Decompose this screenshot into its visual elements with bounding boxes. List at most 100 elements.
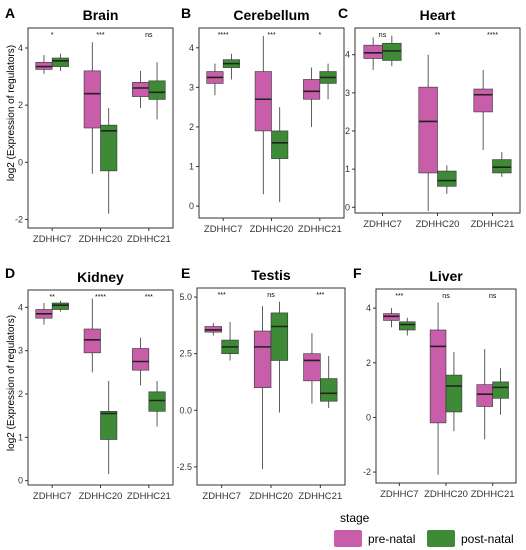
box-pre-natal-zdhhc21 [132, 70, 150, 108]
significance-label: *** [145, 294, 153, 301]
significance-label: ns [145, 32, 153, 39]
significance-label: * [318, 32, 321, 39]
x-category-label: ZDHHC21 [298, 224, 342, 235]
box-iqr [51, 302, 69, 310]
y-axis-label-top: log2 (Expression of regulators) [6, 45, 17, 181]
y-tick-label: -2 [363, 467, 371, 477]
x-category-label: ZDHHC21 [127, 491, 171, 502]
panel-title: Brain [83, 7, 119, 23]
x-category-label: ZDHHC20 [416, 219, 460, 230]
box-post-natal-zdhhc20 [100, 108, 118, 214]
y-tick-label: 0 [18, 476, 23, 486]
box-iqr [254, 71, 272, 132]
box-iqr [382, 42, 402, 61]
box-pre-natal-zdhhc7 [206, 63, 224, 96]
box-pre-natal-zdhhc7 [363, 37, 383, 70]
box-iqr [132, 348, 150, 371]
box-iqr [148, 391, 166, 412]
y-tick-label: 0 [366, 412, 371, 422]
panel-letter: C [338, 5, 348, 21]
y-tick-label: 1 [345, 164, 350, 174]
significance-label: ns [489, 293, 497, 300]
x-category-label: ZDHHC7 [33, 491, 72, 502]
legend-title: stage [340, 511, 370, 525]
box-iqr [399, 321, 416, 331]
panel-title: Kidney [77, 269, 124, 285]
y-tick-label: 4 [189, 43, 194, 53]
x-category-label: ZDHHC20 [249, 491, 293, 502]
legend-label-post-natal: post-natal [461, 532, 514, 546]
box-pre-natal-zdhhc20 [429, 302, 447, 475]
panel-kidney: D Kidney 0 1 2 3 4 ZDHHC7 ** ZDHHC20 **** ZDHHC21 **… [5, 265, 174, 502]
box-pre-natal-zdhhc21 [476, 349, 493, 440]
box-iqr [253, 330, 272, 388]
panel-title: Testis [251, 267, 291, 283]
significance-label: ** [49, 294, 55, 301]
y-tick-label: 4 [18, 302, 23, 312]
x-category-label: ZDHHC20 [79, 491, 123, 502]
y-tick-label: 3 [189, 82, 194, 92]
box-iqr [303, 79, 321, 100]
y-tick-label: 0 [345, 202, 350, 212]
box-pre-natal-zdhhc21 [303, 333, 321, 404]
panel-title: Heart [420, 7, 456, 23]
x-category-label: ZDHHC21 [298, 491, 342, 502]
y-tick-label: 4 [366, 303, 371, 313]
y-tick-label: 4 [18, 43, 23, 53]
y-tick-label: -2.5 [176, 462, 192, 472]
y-tick-label: 2 [366, 358, 371, 368]
box-iqr [100, 411, 118, 440]
box-post-natal-zdhhc7 [222, 53, 240, 80]
x-category-label: ZDHHC7 [204, 224, 243, 235]
box-post-natal-zdhhc21 [320, 355, 338, 409]
box-post-natal-zdhhc21 [319, 63, 337, 100]
box-pre-natal-zdhhc20 [418, 54, 438, 212]
y-tick-label: 1 [18, 432, 23, 442]
panel-letter: E [181, 265, 190, 281]
significance-label: **** [95, 294, 106, 301]
box-pre-natal-zdhhc20 [83, 42, 101, 174]
box-iqr [445, 374, 463, 413]
x-category-label: ZDHHC21 [127, 234, 171, 245]
significance-label: ns [442, 293, 450, 300]
box-iqr [83, 328, 101, 354]
significance-label: *** [267, 32, 275, 39]
box-iqr [51, 57, 69, 67]
box-post-natal-zdhhc7 [51, 300, 69, 312]
x-category-label: ZDHHC7 [202, 491, 241, 502]
box-pre-natal-zdhhc7 [35, 303, 53, 325]
box-iqr [418, 86, 438, 174]
box-iqr [492, 381, 509, 399]
significance-label: * [51, 32, 54, 39]
box-post-natal-zdhhc20 [100, 381, 118, 475]
panel-border [27, 289, 174, 486]
y-tick-label: 2 [18, 389, 23, 399]
significance-label: **** [218, 32, 229, 39]
box-pre-natal-zdhhc20 [253, 306, 272, 470]
box-pre-natal-zdhhc21 [303, 67, 321, 127]
box-pre-natal-zdhhc7 [35, 55, 53, 74]
box-iqr [473, 88, 493, 113]
box-iqr [303, 353, 321, 382]
y-tick-label: 2 [18, 100, 23, 110]
box-post-natal-zdhhc7 [221, 321, 239, 361]
x-category-label: ZDHHC20 [424, 489, 468, 500]
box-post-natal-zdhhc21 [148, 62, 166, 120]
legend-label-pre-natal: pre-natal [368, 532, 415, 546]
x-category-label: ZDHHC7 [33, 234, 72, 245]
y-tick-label: 5.0 [179, 292, 192, 302]
y-axis-label-bottom: log2 (Expression of regulators) [6, 315, 17, 451]
box-post-natal-zdhhc20 [445, 351, 463, 432]
panel-letter: F [353, 265, 362, 281]
box-post-natal-zdhhc20 [437, 165, 457, 194]
box-iqr [363, 44, 383, 59]
box-iqr [132, 81, 150, 97]
box-pre-natal-zdhhc20 [254, 35, 272, 195]
box-iqr [271, 130, 289, 159]
x-category-label: ZDHHC7 [380, 489, 419, 500]
x-category-label: ZDHHC20 [250, 224, 294, 235]
y-tick-label: 0 [18, 157, 23, 167]
panel-liver: F Liver -2 0 2 4 ZDHHC7 *** ZDHHC20 ns ZDHHC21 ns [353, 265, 517, 500]
panel-title: Liver [429, 268, 463, 284]
significance-label: ns [267, 292, 275, 299]
